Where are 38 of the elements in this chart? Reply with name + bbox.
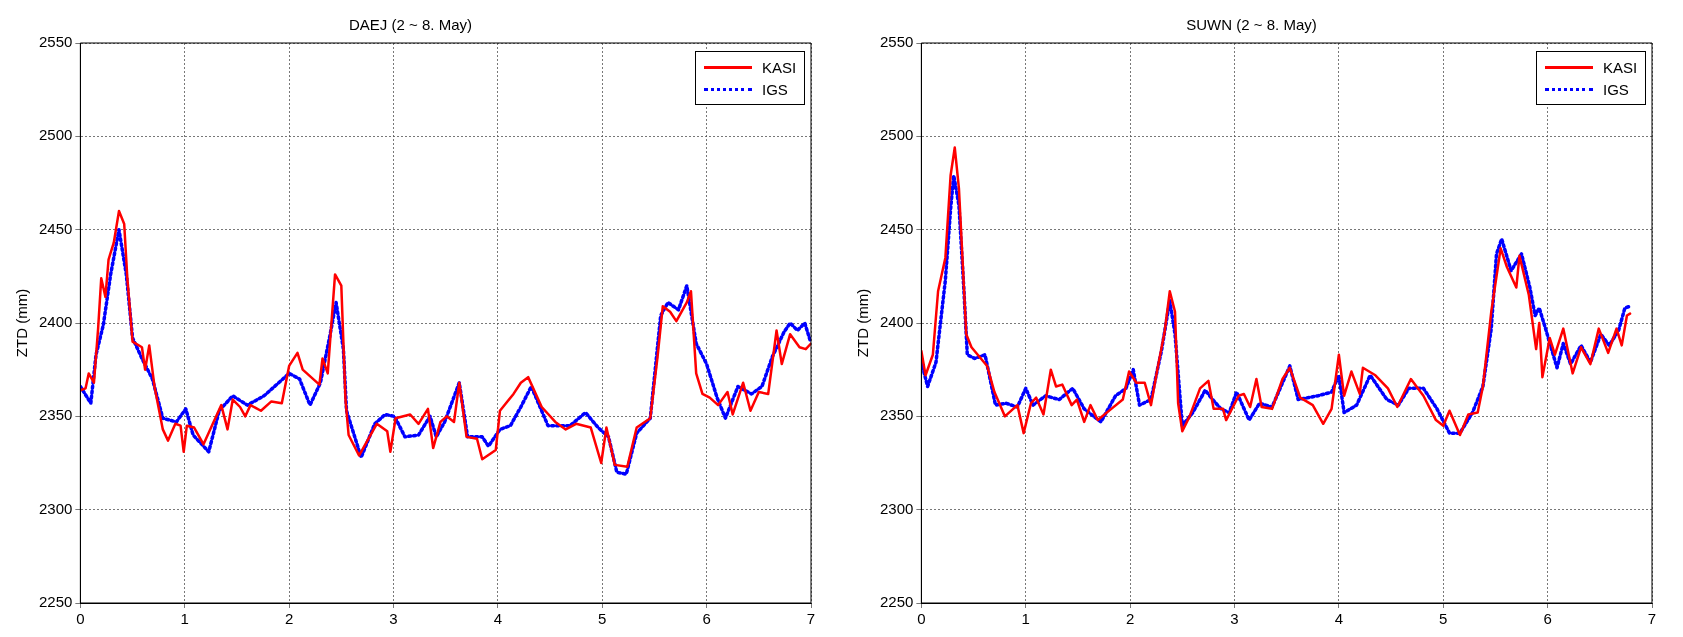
- y-tick-label: 2500: [879, 126, 914, 144]
- y-axis-title: ZTD (mm): [13, 288, 31, 358]
- x-tick-label: 2: [284, 610, 294, 628]
- x-tick-label: 7: [1647, 610, 1657, 628]
- y-tick-label: 2250: [879, 593, 914, 611]
- y-tick-label: 2450: [38, 219, 73, 237]
- x-tick-label: 5: [598, 610, 607, 628]
- y-tick-label: 2300: [38, 499, 73, 517]
- x-tick-label: 6: [1543, 610, 1552, 628]
- y-tick-label: 2450: [879, 219, 914, 237]
- y-tick-label: 2400: [879, 313, 914, 331]
- legend-label: IGS: [762, 80, 788, 98]
- y-axis-title: ZTD (mm): [854, 288, 872, 358]
- x-tick-label: 0: [917, 610, 926, 628]
- y-tick-label: 2250: [38, 593, 73, 611]
- y-tick-label: 2400: [38, 313, 73, 331]
- y-tick-label: 2550: [38, 33, 73, 51]
- x-tick-label: 4: [493, 610, 503, 628]
- x-tick-label: 7: [806, 610, 816, 628]
- y-tick-label: 2500: [38, 126, 73, 144]
- x-tick-label: 3: [389, 610, 398, 628]
- legend-label: IGS: [1603, 80, 1629, 98]
- x-tick-label: 3: [1230, 610, 1239, 628]
- y-tick-label: 2300: [879, 499, 914, 517]
- legend-label: KASI: [1603, 58, 1638, 76]
- legend-label: KASI: [762, 58, 797, 76]
- x-tick-label: 0: [76, 610, 85, 628]
- chart-title: SUWN (2 ~ 8. May): [1186, 16, 1317, 34]
- x-tick-label: 4: [1334, 610, 1344, 628]
- x-tick-label: 1: [180, 610, 189, 628]
- x-tick-label: 2: [1125, 610, 1135, 628]
- x-tick-label: 5: [1439, 610, 1448, 628]
- y-tick-label: 2350: [38, 406, 73, 424]
- x-tick-label: 6: [702, 610, 711, 628]
- x-tick-label: 1: [1021, 610, 1030, 628]
- y-tick-label: 2550: [879, 33, 914, 51]
- chart-title: DAEJ (2 ~ 8. May): [349, 16, 472, 34]
- y-tick-label: 2350: [879, 406, 914, 424]
